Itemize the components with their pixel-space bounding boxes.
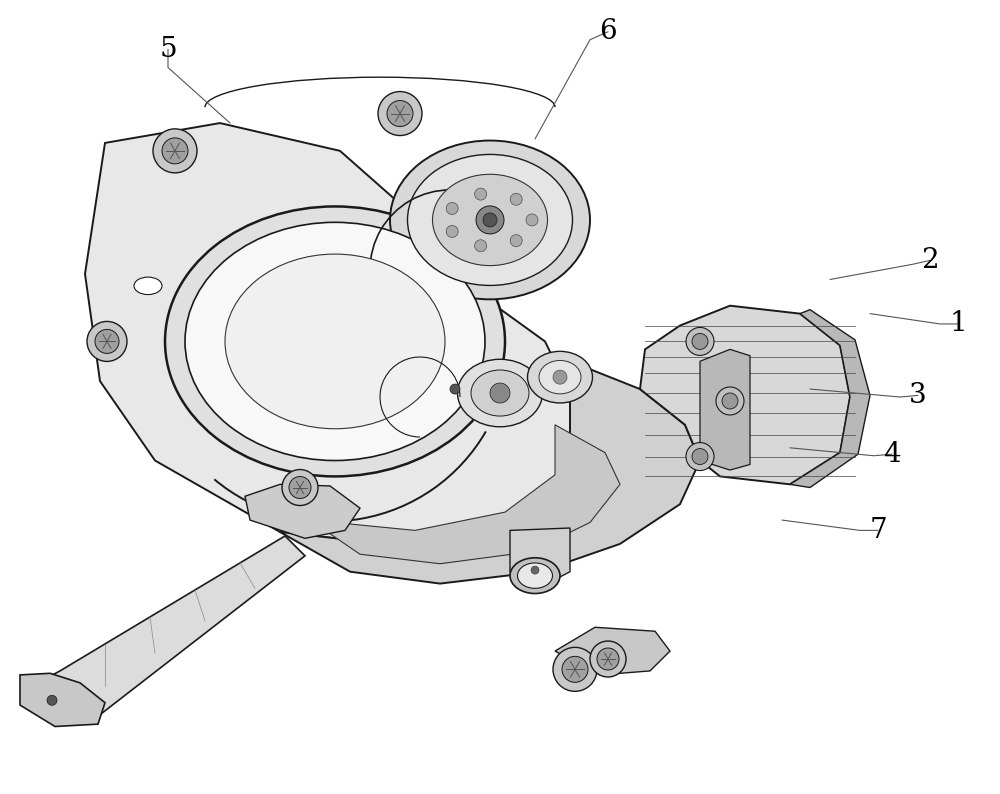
Text: 5: 5 bbox=[159, 36, 177, 63]
Circle shape bbox=[162, 138, 188, 164]
Circle shape bbox=[590, 641, 626, 677]
Ellipse shape bbox=[510, 557, 560, 594]
Polygon shape bbox=[555, 627, 670, 675]
Text: 4: 4 bbox=[883, 441, 901, 468]
Polygon shape bbox=[355, 226, 430, 288]
Ellipse shape bbox=[408, 154, 572, 286]
Ellipse shape bbox=[225, 254, 445, 429]
Circle shape bbox=[553, 647, 597, 692]
Ellipse shape bbox=[134, 277, 162, 295]
Circle shape bbox=[282, 469, 318, 506]
Polygon shape bbox=[700, 349, 750, 470]
Circle shape bbox=[692, 333, 708, 349]
Circle shape bbox=[387, 101, 413, 126]
Ellipse shape bbox=[185, 222, 485, 461]
Polygon shape bbox=[790, 310, 870, 488]
Text: 2: 2 bbox=[921, 247, 939, 274]
Circle shape bbox=[153, 129, 197, 173]
Circle shape bbox=[526, 214, 538, 226]
Circle shape bbox=[95, 330, 119, 353]
Circle shape bbox=[378, 91, 422, 136]
Polygon shape bbox=[295, 274, 375, 349]
Ellipse shape bbox=[518, 563, 552, 588]
Ellipse shape bbox=[165, 206, 505, 476]
Circle shape bbox=[87, 322, 127, 361]
Circle shape bbox=[450, 384, 460, 394]
Circle shape bbox=[47, 696, 57, 705]
Ellipse shape bbox=[432, 175, 548, 265]
Text: 7: 7 bbox=[869, 517, 887, 544]
Polygon shape bbox=[640, 306, 850, 484]
Circle shape bbox=[510, 235, 522, 247]
Ellipse shape bbox=[471, 370, 529, 416]
Circle shape bbox=[289, 476, 311, 499]
Circle shape bbox=[446, 225, 458, 237]
Polygon shape bbox=[85, 123, 580, 548]
Circle shape bbox=[692, 449, 708, 464]
Circle shape bbox=[597, 648, 619, 670]
Circle shape bbox=[475, 188, 487, 200]
Polygon shape bbox=[30, 536, 305, 719]
Circle shape bbox=[562, 657, 588, 682]
Polygon shape bbox=[310, 425, 620, 564]
Text: 3: 3 bbox=[909, 382, 927, 409]
Polygon shape bbox=[510, 528, 570, 580]
Circle shape bbox=[531, 566, 539, 574]
Circle shape bbox=[686, 327, 714, 356]
Circle shape bbox=[716, 387, 744, 415]
Text: 6: 6 bbox=[599, 18, 617, 45]
Circle shape bbox=[475, 240, 487, 252]
Text: 1: 1 bbox=[949, 310, 967, 337]
Ellipse shape bbox=[390, 141, 590, 299]
Polygon shape bbox=[280, 361, 700, 584]
Circle shape bbox=[722, 393, 738, 409]
Ellipse shape bbox=[539, 360, 581, 394]
Circle shape bbox=[483, 213, 497, 227]
Polygon shape bbox=[20, 673, 105, 727]
Circle shape bbox=[686, 442, 714, 471]
Ellipse shape bbox=[458, 359, 542, 427]
Circle shape bbox=[553, 370, 567, 384]
Circle shape bbox=[476, 206, 504, 234]
Circle shape bbox=[446, 202, 458, 214]
Polygon shape bbox=[245, 484, 360, 538]
Circle shape bbox=[510, 193, 522, 205]
Circle shape bbox=[490, 383, 510, 403]
Ellipse shape bbox=[528, 351, 592, 403]
